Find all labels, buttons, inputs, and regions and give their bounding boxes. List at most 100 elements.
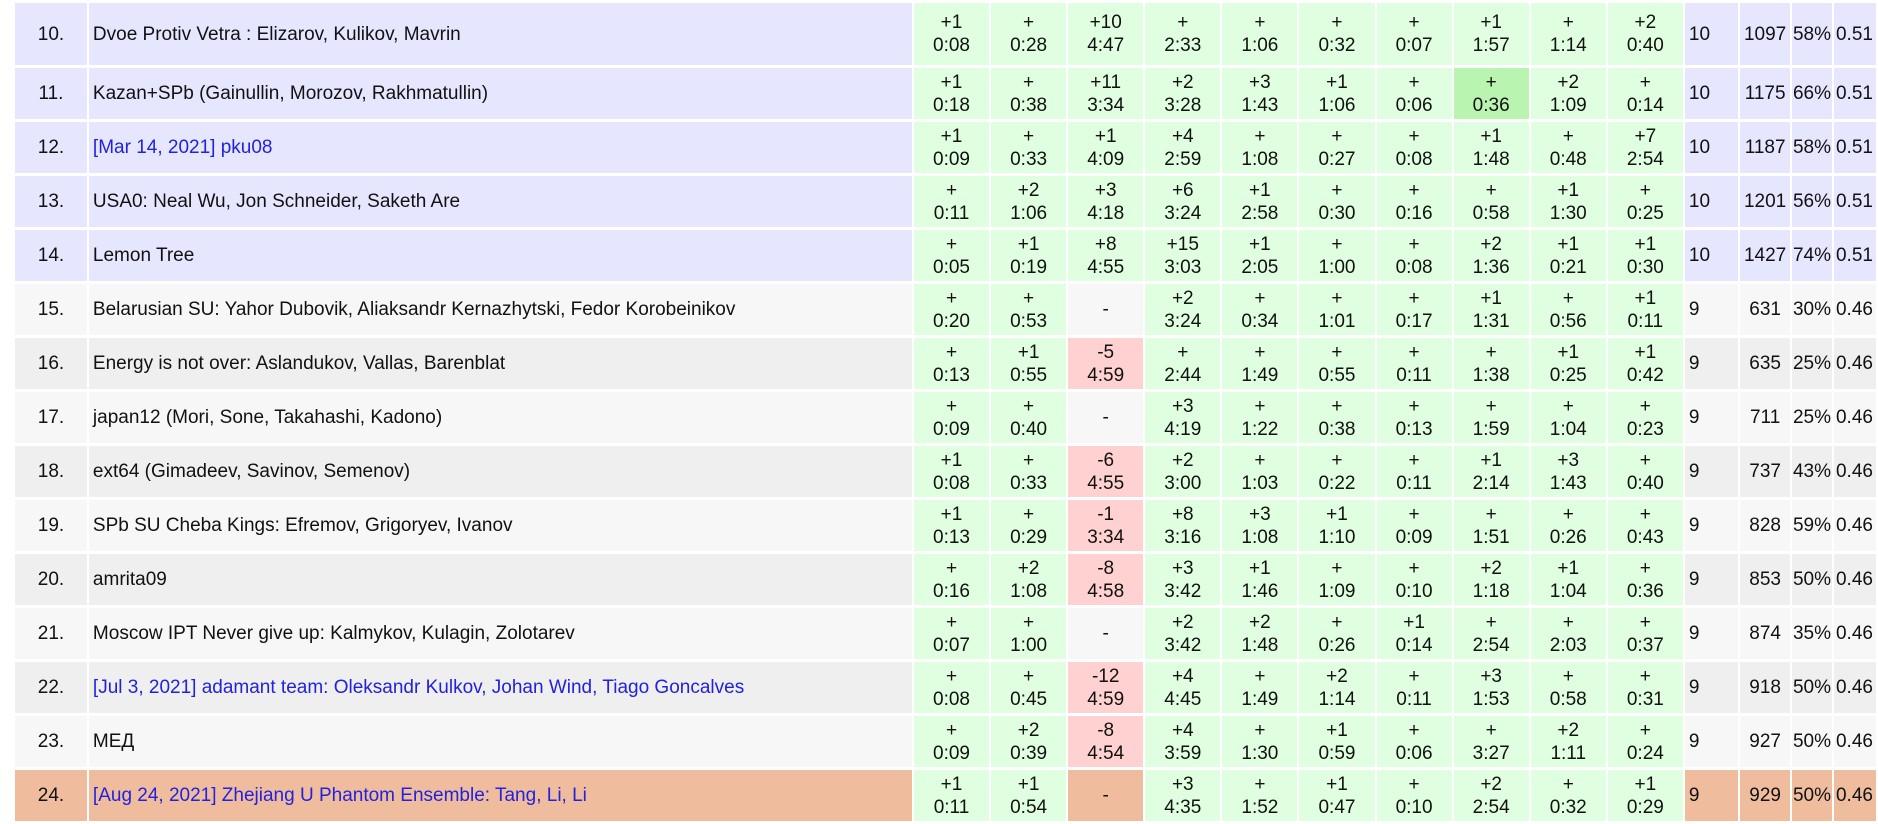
percent-cell: 74%: [1792, 230, 1832, 281]
team-link[interactable]: [Aug 24, 2021] Zhejiang U Phantom Ensemb…: [92, 785, 587, 806]
attempts-text: +1: [1017, 341, 1040, 363]
solved-count-cell: 10: [1684, 122, 1739, 173]
problem-result-cell: +15 3:03: [1145, 230, 1221, 281]
time-text: 1:57: [1472, 35, 1510, 56]
time-text: 1:06: [1010, 202, 1048, 224]
problem-result-cell: +7 2:54: [1607, 122, 1683, 173]
time-text: 0:11: [1396, 364, 1432, 386]
problem-result-cell: +3 4:19: [1145, 392, 1221, 443]
problem-result-cell: +4 2:59: [1145, 122, 1221, 173]
time-text: 0:13: [933, 364, 970, 386]
problem-result-cell: +2 3:28: [1145, 68, 1221, 119]
time-text: 0:08: [933, 35, 970, 56]
attempts-text: +2: [1557, 71, 1580, 93]
attempts-text: +: [1485, 503, 1497, 525]
time-text: 0:11: [1396, 472, 1432, 494]
team-link[interactable]: [Mar 14, 2021] pku08: [92, 137, 273, 158]
time-text: 0:08: [1395, 148, 1433, 170]
problem-result-cell: +2 1:11: [1530, 716, 1606, 767]
time-text: 4:55: [1087, 472, 1125, 494]
table-row: 11. Kazan+SPb (Gainullin, Morozov, Rakhma…: [15, 68, 1876, 119]
attempts-text: +8: [1171, 503, 1194, 525]
solved-count-cell: 9: [1684, 554, 1739, 605]
problem-result-cell: +1 4:09: [1068, 122, 1144, 173]
problem-result-cell: +2:54: [1453, 608, 1529, 659]
attempts-text: +: [1408, 665, 1420, 687]
problem-result-cell: +0:14: [1607, 68, 1683, 119]
solved-count-cell: 10: [1684, 230, 1739, 281]
attempts-text: +: [1254, 287, 1266, 309]
team-link[interactable]: [Jul 3, 2021] adamant team: Oleksandr Ku…: [92, 677, 745, 698]
problem-result-cell: +8 4:55: [1068, 230, 1144, 281]
attempts-text: +1: [1634, 341, 1657, 363]
attempts-text: -12: [1091, 665, 1120, 687]
problem-result-cell: +4 4:45: [1145, 662, 1221, 713]
penalty-cell: 1201: [1740, 176, 1791, 227]
penalty-cell: 1175: [1740, 68, 1791, 119]
penalty-cell: 918: [1740, 662, 1791, 713]
time-text: 3:00: [1164, 472, 1202, 494]
problem-result-cell: +1 0:08: [913, 446, 990, 497]
time-text: 0:48: [1549, 148, 1587, 170]
attempts-text: +1: [1249, 233, 1271, 255]
penalty-cell: 635: [1740, 338, 1791, 389]
time-text: 1:49: [1241, 364, 1279, 386]
time-text: 0:10: [1395, 796, 1433, 818]
problem-result-cell: +0:38: [1299, 392, 1375, 443]
time-text: 0:40: [1626, 35, 1664, 56]
time-text: 0:10: [1395, 580, 1433, 602]
problem-result-cell: +1 0:42: [1607, 338, 1683, 389]
penalty-cell: 1187: [1740, 122, 1791, 173]
attempts-text: +: [1485, 611, 1497, 633]
attempts-text: +: [1408, 719, 1420, 741]
attempts-text: +1: [1249, 557, 1271, 579]
attempts-text: +: [1562, 773, 1574, 795]
attempts-text: +: [1254, 341, 1266, 363]
problem-result-cell: +8 3:16: [1145, 500, 1221, 551]
table-row: 19. SPb SU Cheba Kings: Efremov, Grigorye…: [15, 500, 1876, 551]
problem-result-cell: +1 0:18: [913, 68, 990, 119]
attempts-text: +1: [1326, 773, 1348, 795]
team-name-cell: Belarusian SU: Yahor Dubovik, Aliaksandr…: [88, 284, 912, 335]
attempts-text: +3: [1249, 71, 1271, 93]
attempts-text: +1: [940, 773, 963, 795]
attempts-text: +: [1023, 71, 1035, 93]
standings-table: 10. Dvoe Protiv Vetra : Elizarov, Kulikov…: [13, 0, 1878, 824]
attempts-text: +3: [1480, 665, 1502, 687]
attempts-text: +1: [1557, 233, 1580, 255]
attempts-text: +1: [1634, 233, 1657, 255]
time-text: 4:59: [1087, 364, 1125, 386]
attempts-text: +: [1639, 179, 1651, 201]
time-text: 3:24: [1164, 310, 1202, 332]
rank-cell: 14.: [15, 230, 87, 281]
problem-result-cell: +0:26: [1299, 608, 1375, 659]
attempts-text: +: [1254, 395, 1266, 417]
penalty-cell: 737: [1740, 446, 1791, 497]
attempts-text: +: [1485, 179, 1497, 201]
attempts-text: -: [1102, 407, 1109, 428]
time-text: 0:11: [933, 202, 970, 224]
team-name-cell[interactable]: [Mar 14, 2021] pku08: [88, 122, 912, 173]
time-text: 1:08: [1241, 526, 1279, 548]
time-text: 0:30: [1318, 202, 1356, 224]
time-text: 4:54: [1087, 742, 1125, 764]
attempts-text: +: [1408, 125, 1420, 147]
problem-result-cell: +1 2:14: [1453, 446, 1529, 497]
problem-result-cell: +0:29: [991, 500, 1067, 551]
attempts-text: +: [1408, 557, 1420, 579]
team-name: USA0: Neal Wu, Jon Schneider, Saketh Are: [92, 191, 461, 212]
percent-cell: 66%: [1792, 68, 1832, 119]
team-name-cell[interactable]: [Aug 24, 2021] Zhejiang U Phantom Ensemb…: [88, 770, 912, 821]
team-name-cell[interactable]: [Jul 3, 2021] adamant team: Oleksandr Ku…: [88, 662, 912, 713]
attempts-text: +: [1177, 12, 1189, 33]
problem-result-cell: +0:58: [1530, 662, 1606, 713]
time-text: 0:09: [1395, 526, 1433, 548]
solved-count-cell: 9: [1684, 392, 1739, 443]
attempts-text: +2: [1634, 12, 1657, 33]
team-name-cell: USA0: Neal Wu, Jon Schneider, Saketh Are: [88, 176, 912, 227]
attempts-text: +: [1408, 71, 1420, 93]
penalty-cell: 1427: [1740, 230, 1791, 281]
attempts-text: +: [1331, 233, 1343, 255]
problem-result-cell: +2 1:08: [991, 554, 1067, 605]
problem-result-cell: +0:25: [1607, 176, 1683, 227]
